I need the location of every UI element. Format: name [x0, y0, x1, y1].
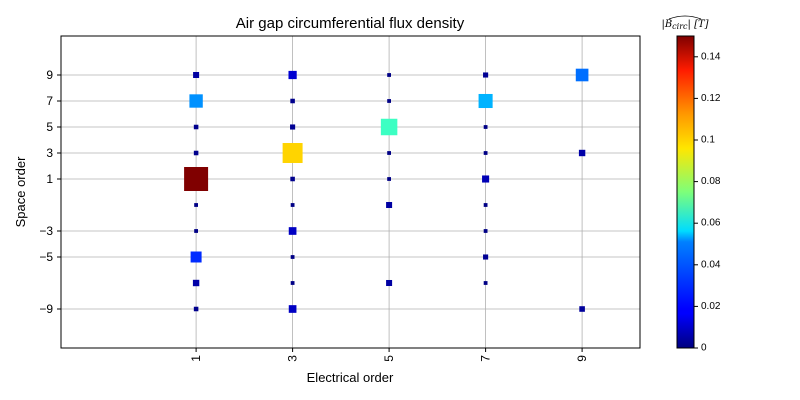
data-point	[290, 124, 296, 130]
data-point	[290, 176, 295, 182]
data-point	[575, 68, 589, 82]
data-point	[387, 73, 391, 77]
data-point	[288, 305, 297, 313]
data-point	[579, 306, 585, 312]
colorbar-tick-label: 0.02	[701, 301, 721, 312]
data-point	[290, 255, 295, 259]
y-tick-label: −5	[39, 250, 53, 264]
chart-title: Air gap circumferential flux density	[236, 15, 465, 32]
x-tick-label: 5	[382, 355, 396, 362]
data-point	[386, 279, 393, 287]
y-tick-label: 7	[46, 94, 53, 108]
y-tick-label: 3	[46, 146, 53, 160]
data-point	[290, 281, 295, 285]
data-point	[190, 251, 202, 263]
data-points	[184, 68, 589, 313]
x-axis-label: Electrical order	[307, 370, 394, 385]
x-axis-ticks: 1 3 5 7 9	[189, 348, 589, 362]
data-point	[386, 201, 393, 209]
data-point	[483, 254, 489, 260]
y-tick-label: 9	[46, 68, 53, 82]
colorbar-gradient	[677, 36, 694, 348]
plot-frame	[60, 35, 641, 349]
y-tick-label: 5	[46, 120, 53, 134]
colorbar-ticks: 0 0.02 0.04 0.06 0.08 0.1 0.12 0.14	[694, 51, 721, 354]
data-point	[387, 151, 391, 155]
colorbar-label-unit: | [T]	[688, 19, 709, 30]
y-axis-ticks: −9 −5 −3 1 3 5 7 9	[39, 68, 61, 316]
data-point	[578, 149, 586, 157]
data-point	[380, 118, 398, 136]
data-point	[194, 203, 198, 207]
colorbar-tick-label: 0	[701, 343, 707, 354]
colorbar-tick-label: 0.12	[701, 93, 721, 104]
x-tick-label: 1	[189, 355, 203, 362]
data-point	[483, 72, 489, 78]
data-point	[282, 143, 303, 163]
colorbar-label: |Bcirc| [T]	[661, 19, 708, 31]
data-point	[193, 71, 200, 79]
data-point	[482, 175, 490, 183]
data-point	[483, 151, 488, 155]
data-point	[193, 124, 199, 130]
colorbar-tick-label: 0.1	[701, 135, 715, 146]
data-point	[290, 98, 295, 104]
data-point	[483, 229, 488, 233]
y-axis-label: Space order	[13, 156, 28, 227]
data-point	[288, 70, 297, 80]
colorbar-label-hat	[668, 15, 702, 20]
data-point	[483, 281, 488, 285]
x-tick-label: 9	[575, 355, 589, 362]
colorbar-label-main: |B	[661, 19, 672, 30]
data-point	[387, 177, 391, 181]
data-point	[193, 306, 199, 312]
colorbar-tick-label: 0.06	[701, 218, 721, 229]
x-tick-label: 7	[479, 355, 493, 362]
data-point	[189, 94, 203, 108]
y-tick-label: −9	[39, 302, 53, 316]
y-tick-label: 1	[46, 172, 53, 186]
data-point	[184, 167, 209, 191]
data-point	[194, 229, 198, 233]
colorbar-tick-label: 0.04	[701, 259, 721, 270]
plot-area	[61, 36, 640, 348]
y-tick-label: −3	[39, 224, 53, 238]
colorbar-label-sub: circ	[672, 22, 688, 31]
data-point	[193, 150, 199, 156]
grid-lines	[61, 36, 640, 348]
colorbar-frame	[676, 35, 695, 349]
data-point	[290, 203, 295, 207]
data-point	[483, 203, 488, 207]
data-point	[483, 125, 488, 129]
data-point	[387, 99, 391, 103]
data-point	[478, 93, 493, 109]
data-point	[192, 279, 200, 287]
colorbar-tick-label: 0.08	[701, 176, 721, 187]
colorbar-tick-label: 0.14	[701, 51, 721, 62]
data-point	[288, 227, 297, 235]
x-tick-label: 3	[286, 355, 300, 362]
